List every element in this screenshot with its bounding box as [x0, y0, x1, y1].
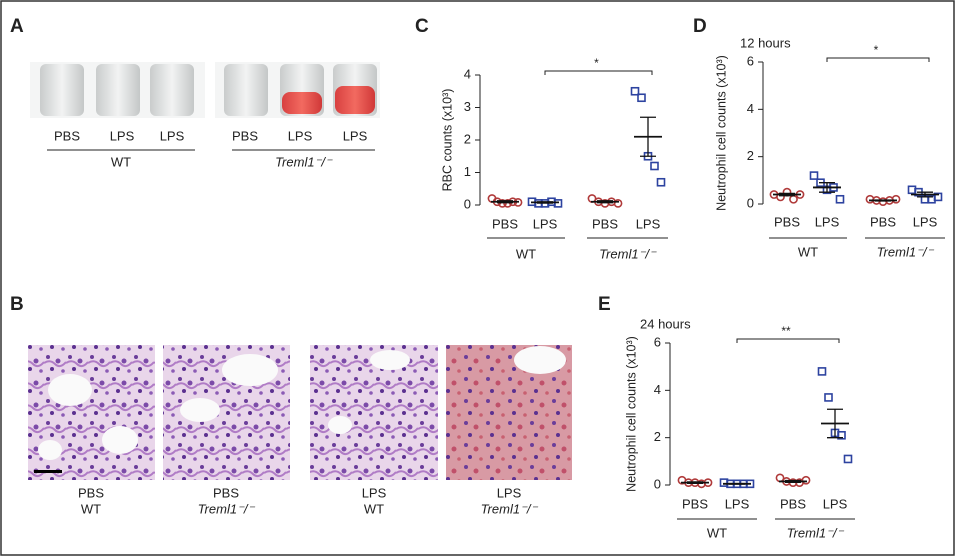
tube-label: LPS: [110, 128, 135, 143]
x-tick-label: LPS: [815, 214, 840, 229]
y-tick-label: 2: [747, 148, 754, 163]
group-label: WT: [707, 525, 727, 540]
panel-letter: D: [693, 16, 707, 37]
x-tick-label: LPS: [533, 216, 558, 231]
data-point: [801, 475, 811, 485]
error-bar: [917, 191, 933, 198]
histology: [28, 345, 572, 480]
x-tick-label: PBS: [780, 496, 806, 511]
image-label: Treml1⁻/⁻: [481, 501, 539, 516]
significance-bracket: [736, 338, 840, 343]
data-point: [613, 198, 623, 208]
x-tick-label: LPS: [725, 496, 750, 511]
data-point: [817, 367, 827, 376]
x-tick-label: PBS: [682, 496, 708, 511]
data-point: [933, 192, 943, 202]
image-label: WT: [81, 501, 101, 516]
error-bar: [785, 479, 801, 484]
data-point: [789, 194, 798, 204]
image-label: PBS: [78, 485, 104, 500]
data-point: [553, 199, 563, 208]
y-tick-label: 2: [654, 429, 661, 444]
chart-title: 24 hours: [640, 316, 691, 331]
x-tick-label: PBS: [492, 216, 518, 231]
y-axis-label: Neutrophil cell counts (x10³): [714, 55, 728, 211]
y-tick-label: 0: [747, 195, 754, 210]
significance-label: *: [594, 56, 599, 70]
panel-letter: E: [598, 294, 611, 315]
x-tick-label: LPS: [913, 214, 938, 229]
y-tick-label: 1: [464, 164, 471, 179]
x-tick-label: PBS: [774, 214, 800, 229]
error-bar: [779, 192, 795, 197]
y-tick-label: 3: [464, 99, 471, 114]
x-tick-label: PBS: [592, 216, 618, 231]
x-tick-label: LPS: [636, 216, 661, 231]
y-tick-label: 4: [747, 101, 754, 116]
y-axis-label: RBC counts (x10³): [440, 89, 454, 192]
data-point: [837, 430, 846, 440]
tube-label: LPS: [160, 128, 185, 143]
error-bar: [875, 199, 891, 202]
group-label: WT: [516, 246, 536, 261]
group-label: Treml1⁻/⁻: [275, 154, 333, 169]
group-label: Treml1⁻/⁻: [877, 244, 935, 259]
data-point: [630, 86, 640, 96]
tube-label: PBS: [232, 128, 258, 143]
y-tick-label: 0: [654, 476, 661, 491]
significance-label: *: [874, 43, 879, 57]
significance-bracket: [826, 57, 930, 62]
image-label: PBS: [213, 485, 239, 500]
group-label: WT: [111, 154, 131, 169]
group-label: Treml1⁻/⁻: [787, 525, 845, 540]
y-tick-label: 6: [747, 53, 754, 68]
y-tick-label: 4: [464, 66, 471, 81]
group-label: Treml1⁻/⁻: [599, 246, 657, 261]
image-label: LPS: [362, 485, 387, 500]
panel-letter: C: [415, 16, 429, 37]
tube-label: PBS: [54, 128, 80, 143]
tube-photo: [30, 62, 380, 118]
y-tick-label: 6: [654, 334, 661, 349]
y-tick-label: 2: [464, 131, 471, 146]
data-point: [809, 171, 819, 180]
data-point: [835, 194, 845, 204]
y-tick-label: 4: [654, 382, 661, 397]
image-label: LPS: [497, 485, 522, 500]
data-point: [891, 194, 901, 204]
significance-bracket: [544, 70, 653, 75]
data-point: [824, 393, 833, 402]
tube-label: LPS: [288, 128, 313, 143]
x-tick-label: PBS: [870, 214, 896, 229]
tube-label: LPS: [343, 128, 368, 143]
data-point: [656, 177, 666, 187]
error-bar: [597, 200, 613, 204]
significance-label: **: [781, 324, 791, 338]
error-bar: [827, 408, 843, 439]
chart-title: 12 hours: [740, 35, 791, 50]
data-point: [650, 161, 659, 171]
error-bar: [640, 116, 656, 157]
error-bar: [497, 200, 513, 204]
panel-letter: B: [10, 294, 24, 315]
image-label: WT: [364, 501, 384, 516]
y-axis-label: Neutrophil cell counts (x10³): [624, 336, 638, 492]
image-label: Treml1⁻/⁻: [198, 501, 256, 516]
error-bar: [819, 182, 835, 193]
group-label: WT: [798, 244, 818, 259]
data-point: [843, 454, 853, 464]
error-bar: [687, 481, 703, 484]
panel-letter: A: [10, 16, 24, 37]
y-tick-label: 0: [464, 196, 471, 211]
x-tick-label: LPS: [823, 496, 848, 511]
error-bar: [537, 201, 553, 204]
data-point: [637, 93, 646, 103]
